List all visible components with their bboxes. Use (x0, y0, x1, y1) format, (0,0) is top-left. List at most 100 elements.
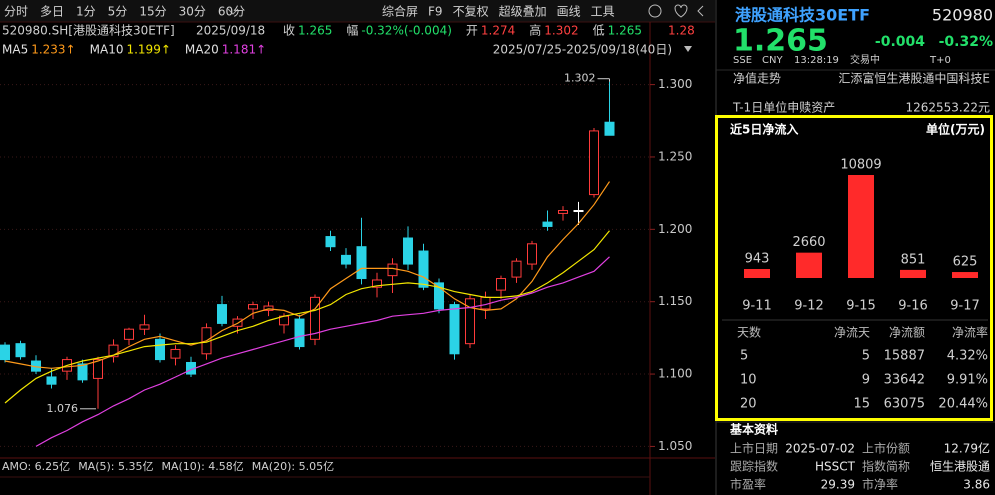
y-tick-label: 1.300 (658, 77, 692, 91)
table-header: 净流天 (834, 326, 870, 340)
basic-title: 基本资料 (729, 422, 778, 437)
range-icon[interactable] (684, 46, 692, 52)
info-clipped: 1.28 (668, 24, 695, 38)
tool-button[interactable]: F9 (428, 5, 443, 19)
tool-button[interactable]: 综合屏 (382, 4, 418, 19)
bar-value-label: 2660 (792, 235, 825, 250)
quote-meta: CNY (762, 55, 783, 66)
detail-label: 净值走势 (733, 71, 781, 86)
candle-body (0, 344, 10, 361)
bar (900, 269, 926, 278)
tool-button[interactable]: 不复权 (453, 5, 489, 19)
info-value: 1.274 (481, 24, 515, 38)
period-tab[interactable]: 5分 (108, 5, 128, 19)
candle-body (434, 282, 444, 310)
bar-value-label: 943 (745, 252, 770, 267)
y-tick-label: 1.150 (658, 294, 692, 308)
table-cell: 10 (740, 373, 757, 388)
legend-name: MA20 (185, 43, 219, 57)
candle-body (93, 359, 103, 379)
collapse-icon[interactable] (697, 5, 704, 17)
basic-cell: 市净率 (862, 477, 898, 492)
basic-cell: 恒生港股通 (930, 460, 990, 474)
high-annotation: 1.302 (564, 72, 596, 85)
bar (744, 269, 770, 278)
candle-body (356, 246, 367, 280)
table-cell: 5 (740, 349, 748, 364)
info-value: 1.265 (298, 24, 332, 38)
change-pct: -0.32% (939, 34, 993, 50)
change: -0.004 (875, 34, 925, 50)
amo-item: MA(5): 5.35亿 (78, 460, 153, 473)
quote-meta: 13:28:19 (794, 55, 839, 66)
bar (952, 272, 978, 278)
flow-title: 近5日净流入 (730, 122, 798, 137)
bar-value-label: 851 (901, 252, 926, 267)
favorite-icon[interactable] (674, 4, 688, 18)
period-tab[interactable]: 1分 (76, 5, 96, 19)
candle-body (511, 260, 522, 278)
quote-meta: 交易中 (850, 53, 880, 66)
basic-cell: 指数简称 (862, 459, 910, 474)
basic-cell: 3.86 (963, 478, 990, 492)
ma-line (4, 181, 610, 369)
detail-value: 1262553.22元 (905, 101, 990, 115)
fund-name: 港股通科技30ETF (735, 6, 870, 25)
amo-item: AMO: 6.25亿 (2, 460, 70, 473)
table-cell: 9 (862, 373, 870, 388)
fund-code: 520980 (932, 6, 993, 25)
amo-item: MA(20): 5.05亿 (252, 460, 334, 473)
info-value: 1.265 (608, 24, 642, 38)
info-label: 收 (283, 24, 295, 38)
basic-cell: 上市日期 (730, 441, 778, 456)
x-tick-label: 9-11 (742, 299, 772, 314)
candle-body (527, 243, 537, 265)
tool-button[interactable]: 超级叠加 (499, 4, 547, 19)
period-tab[interactable]: 15分 (139, 5, 166, 19)
table-cell: 33642 (884, 373, 925, 388)
candle-body (325, 236, 336, 248)
candle-body (248, 304, 258, 310)
candle-body (341, 254, 351, 265)
basic-cell: 29.39 (821, 478, 855, 492)
candle-body (155, 338, 165, 361)
table-cell: 9.91% (947, 373, 988, 388)
bar-value-label: 10809 (840, 158, 881, 173)
period-tab[interactable]: 30分 (179, 5, 206, 19)
candle-body (496, 278, 506, 291)
candle-body (387, 263, 398, 277)
basic-cell: 2025-07-02 (785, 442, 855, 456)
candle-body (465, 298, 475, 345)
table-cell: 5 (862, 349, 870, 364)
period-tab[interactable]: 多日 (40, 5, 64, 19)
candle-body (372, 279, 382, 288)
candle-body (108, 344, 119, 358)
x-tick-label: 9-15 (846, 299, 876, 314)
ma-line (4, 230, 610, 404)
tool-button[interactable]: 工具 (591, 5, 615, 19)
candle-body (232, 318, 243, 327)
legend-value: 1.199↑ (126, 43, 170, 57)
basic-cell: 12.79亿 (944, 441, 990, 456)
legend-value: 1.233↑ (31, 43, 75, 57)
candle-body (263, 305, 274, 311)
legend-name: MA5 (2, 43, 28, 57)
period-tab[interactable]: 60分 (218, 5, 245, 19)
table-cell: 4.32% (947, 349, 988, 364)
y-tick-label: 1.100 (658, 367, 692, 381)
date-range: 2025/07/25-2025/09/18(40日) (493, 43, 672, 57)
dropdown-icon[interactable] (227, 8, 239, 15)
period-tab[interactable]: 分时 (4, 5, 28, 19)
tool-button[interactable]: 画线 (557, 5, 581, 19)
candle-body (294, 318, 305, 348)
detail-label: T-1日单位申赎资产 (732, 100, 835, 115)
bar-value-label: 625 (953, 255, 978, 270)
candle-body (589, 130, 599, 196)
table-header: 净流额 (889, 326, 925, 340)
table-header: 天数 (737, 325, 761, 340)
x-tick-label: 9-16 (898, 299, 928, 314)
settings-icon[interactable] (648, 4, 662, 18)
x-tick-label: 9-12 (794, 299, 824, 314)
info-label: 开 (466, 24, 478, 38)
